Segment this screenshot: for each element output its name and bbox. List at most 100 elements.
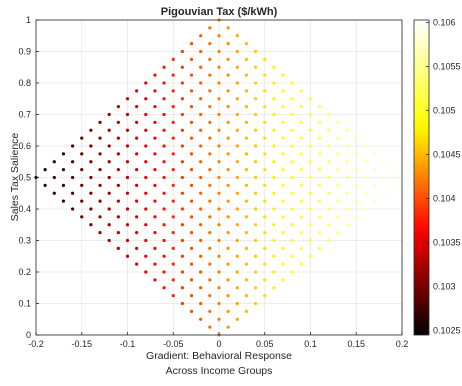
scatter-point [336,120,340,124]
scatter-point [290,97,294,101]
scatter-point [171,278,175,282]
scatter-point [244,42,249,46]
scatter-point [308,254,313,258]
scatter-point [226,246,230,250]
scatter-point [272,97,276,101]
scatter-point [89,175,93,180]
scatter-point [217,160,221,164]
x-axis-label-line-1: Gradient: Behavioral Response [146,350,292,362]
scatter-point [308,207,313,211]
scatter-point [180,144,184,148]
scatter-point [116,168,120,172]
scatter-point [199,97,203,101]
scatter-point [125,144,130,148]
scatter-point [308,128,313,132]
scatter-point [107,223,111,227]
scatter-point [43,168,47,172]
scatter-point [135,199,139,203]
scatter-point [272,207,276,211]
scatter-point [254,238,258,243]
scatter-point [226,26,230,30]
scatter-point [263,246,267,250]
x-axis-ticks: -0.2 -0.15 -0.1 -0.05 0 0.05 0.1 0.15 0.2 [28,332,408,349]
scatter-point [318,136,322,140]
scatter-point [116,183,120,187]
scatter-point [116,231,120,235]
scatter-point [71,160,75,164]
scatter-point [263,105,267,109]
scatter-point [199,49,203,54]
scatter-point [153,262,157,266]
scatter-point [308,223,313,227]
scatter-point [391,168,395,172]
scatter-point [80,199,84,203]
scatter-point [254,223,258,227]
scatter-point [281,168,285,172]
scatter-point [299,168,303,172]
scatter-point [354,136,358,140]
scatter-point [189,199,194,203]
scatter-point [144,254,148,258]
scatter-point [125,128,130,132]
scatter-point [272,112,276,117]
scatter-point [226,152,230,156]
scatter-point [116,120,120,124]
scatter-point [254,112,258,117]
scatter-point [263,57,267,61]
scatter-point [125,254,130,258]
scatter-point [144,81,148,85]
scatter-point [171,246,175,250]
scatter-point [235,65,239,69]
scatter-point [144,97,148,101]
chart-title: Pigouvian Tax ($/kWh) [161,6,278,18]
scatter-point [372,183,377,187]
scatter-point [244,136,249,140]
scatter-point [180,65,184,69]
scatter-point [135,136,139,140]
scatter-point [189,105,194,109]
scatter-point [208,57,212,61]
scatter-point [208,309,212,313]
scatter-point [226,215,230,219]
scatter-point [189,183,194,187]
scatter-point [226,262,230,266]
scatter-point [61,199,66,203]
scatter-point [208,152,212,156]
scatter-point [244,89,249,93]
scatter-point [354,152,358,156]
y-tick-label: 0.7 [18,110,31,120]
scatter-point [144,160,148,164]
scatter-point [189,294,194,298]
scatter-point [208,168,212,172]
scatter-point [290,238,294,243]
scatter-point [61,152,66,156]
scatter-point [80,152,84,156]
scatter-point [226,168,230,172]
scatter-point [290,144,294,148]
scatter-point [199,191,203,195]
scatter-point [272,128,276,132]
scatter-point [199,254,203,258]
scatter-point [345,128,349,132]
scatter-point [217,49,221,54]
scatter-point [244,183,249,187]
scatter-point [318,215,322,219]
scatter-point [318,246,322,250]
scatter-point [162,97,166,101]
scatter-point [226,309,230,313]
scatter-point [171,152,175,156]
scatter-point [281,73,285,77]
scatter-point [98,199,102,203]
scatter-point [107,112,111,117]
scatter-point [299,89,303,93]
scatter-point [80,168,84,172]
scatter-point [162,238,166,243]
scatter-point [217,191,221,195]
scatter-point [162,144,166,148]
colorbar-tick-label: 0.1025 [433,326,461,336]
scatter-point [208,199,212,203]
scatter-point [135,246,139,250]
scatter-point [153,105,157,109]
scatter-point [162,270,166,274]
y-tick-label: 0.9 [18,47,31,57]
